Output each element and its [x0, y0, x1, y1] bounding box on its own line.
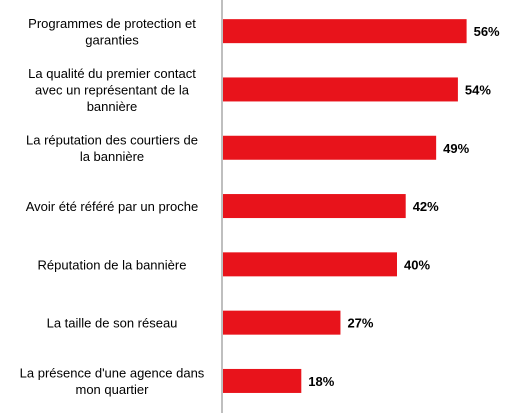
- value-label-7: 18%: [308, 374, 334, 389]
- category-labels: Programmes de protection et garanties La q…: [20, 16, 205, 397]
- category-label-line: bannière: [87, 99, 138, 114]
- bar-1: [223, 19, 467, 44]
- value-label-5: 40%: [404, 257, 430, 272]
- category-label-line: Programmes de protection et: [28, 16, 196, 31]
- bar-2: [223, 77, 458, 102]
- bar-4: [223, 194, 406, 219]
- value-label-6: 27%: [347, 316, 373, 331]
- bar-6: [223, 310, 341, 335]
- value-labels: 56% 54% 49% 42% 40% 27% 18%: [308, 24, 500, 389]
- value-label-3: 49%: [443, 141, 469, 156]
- category-label-1: Programmes de protection et garanties: [28, 16, 196, 48]
- bars: [223, 19, 467, 393]
- category-label-6: La taille de son réseau: [47, 316, 178, 331]
- category-label-5: Réputation de la bannière: [38, 257, 187, 272]
- category-label-line: mon quartier: [76, 382, 150, 397]
- bar-7: [223, 368, 302, 393]
- category-label-line: Avoir été référé par un proche: [26, 199, 198, 214]
- value-label-1: 56%: [474, 24, 500, 39]
- category-label-4: Avoir été référé par un proche: [26, 199, 198, 214]
- value-label-2: 54%: [465, 82, 491, 97]
- category-label-line: La taille de son réseau: [47, 316, 178, 331]
- category-label-line: garanties: [85, 32, 139, 47]
- value-label-4: 42%: [413, 199, 439, 214]
- category-label-line: La présence d'une agence dans: [20, 366, 205, 381]
- category-label-3: La réputation des courtiers de la bannièr…: [26, 133, 198, 165]
- bar-5: [223, 252, 397, 277]
- category-label-line: Réputation de la bannière: [38, 257, 187, 272]
- category-label-7: La présence d'une agence dans mon quartie…: [20, 366, 205, 398]
- category-label-2: La qualité du premier contact avec un rep…: [28, 66, 196, 114]
- category-label-line: La réputation des courtiers de: [26, 133, 198, 148]
- category-label-line: la bannière: [80, 149, 144, 164]
- category-label-line: La qualité du premier contact: [28, 66, 196, 81]
- category-label-line: avec un représentant de la: [35, 82, 190, 97]
- bar-3: [223, 135, 437, 160]
